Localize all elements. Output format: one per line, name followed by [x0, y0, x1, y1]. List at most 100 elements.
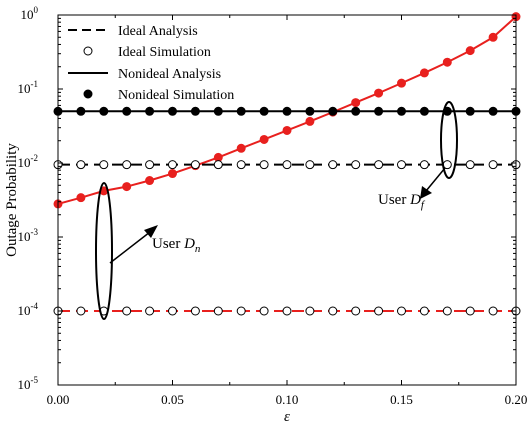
sim-point-df-ideal — [145, 160, 155, 170]
sim-point-df-nonideal — [168, 106, 177, 116]
sim-point-dn-ideal — [351, 306, 361, 316]
x-tick-label: 0.05 — [161, 392, 184, 407]
sim-point-df-ideal — [122, 160, 132, 170]
sim-point-df-nonideal — [397, 106, 406, 116]
sim-point-df-ideal — [168, 160, 177, 170]
sim-point-df-nonideal — [190, 106, 200, 116]
x-tick-label: 0.00 — [47, 392, 70, 407]
sim-point-dn-ideal — [122, 306, 132, 316]
legend: Ideal Analysis Ideal Simulation Nonideal… — [68, 24, 234, 103]
user-df-ellipse — [440, 101, 458, 179]
sim-point-dn-ideal — [442, 306, 452, 316]
sim-point-df-ideal — [76, 160, 86, 170]
sim-point-df-nonideal — [99, 106, 109, 116]
sim-point-df-ideal — [259, 160, 269, 170]
sim-point-df-nonideal — [374, 106, 384, 116]
sim-point-dn-ideal — [465, 306, 475, 316]
sim-point-dn-ideal — [488, 306, 498, 316]
legend-ideal-simulation-swatch — [83, 46, 93, 56]
sim-point-dn-nonideal — [488, 32, 498, 42]
sim-point-df-nonideal — [488, 106, 498, 116]
user-dn-label: User Dn — [152, 236, 201, 255]
sim-point-dn-ideal — [190, 306, 200, 316]
y-tick-label: 10-4 — [18, 301, 39, 318]
annotation-user-dn: User Dn — [95, 182, 201, 320]
sim-point-dn-ideal — [168, 306, 177, 316]
y-axis-label: Outage Probability — [4, 143, 20, 257]
sim-point-dn-nonideal — [397, 78, 406, 88]
sim-point-dn-ideal — [76, 306, 86, 316]
sim-point-df-ideal — [305, 160, 315, 170]
sim-point-df-nonideal — [465, 106, 475, 116]
sim-point-df-ideal — [419, 160, 429, 170]
sim-point-dn-ideal — [282, 306, 292, 316]
annotation-user-df: User Df — [378, 101, 458, 211]
x-tick-label: 0.10 — [276, 392, 299, 407]
user-dn-ellipse — [95, 182, 113, 320]
sim-point-dn-nonideal — [76, 193, 86, 203]
sim-point-df-ideal — [328, 160, 338, 170]
sim-point-dn-ideal — [374, 306, 384, 316]
legend-nonideal-simulation-swatch — [83, 89, 93, 99]
sim-point-df-nonideal — [282, 106, 292, 116]
sim-point-dn-ideal — [305, 306, 315, 316]
sim-point-df-ideal — [465, 160, 475, 170]
y-tick-label: 10-1 — [18, 79, 39, 96]
sim-point-df-nonideal — [213, 106, 223, 116]
legend-ideal-simulation-label: Ideal Simulation — [118, 45, 211, 60]
sim-point-df-nonideal — [76, 106, 86, 116]
sim-point-df-nonideal — [259, 106, 269, 116]
legend-ideal-analysis-label: Ideal Analysis — [118, 24, 198, 39]
sim-point-df-ideal — [282, 160, 292, 170]
sim-point-dn-nonideal — [374, 88, 384, 98]
sim-point-dn-ideal — [259, 306, 269, 316]
sim-point-dn-nonideal — [465, 46, 475, 56]
sim-point-df-ideal — [99, 160, 109, 170]
x-tick-label: 0.15 — [390, 392, 413, 407]
sim-point-dn-ideal — [145, 306, 155, 316]
sim-point-dn-ideal — [236, 306, 246, 316]
sim-point-dn-nonideal — [282, 125, 292, 135]
sim-point-dn-nonideal — [236, 143, 246, 153]
sim-point-dn-ideal — [419, 306, 429, 316]
user-df-arrow-line — [425, 167, 446, 192]
sim-point-dn-nonideal — [419, 68, 429, 78]
sim-point-dn-ideal — [213, 306, 223, 316]
sim-point-dn-nonideal — [168, 169, 177, 179]
sim-point-df-nonideal — [305, 106, 315, 116]
user-df-arrow-head — [420, 186, 432, 199]
sim-point-df-ideal — [488, 160, 498, 170]
x-axis-label: ε — [284, 409, 290, 425]
sim-point-df-nonideal — [419, 106, 429, 116]
sim-point-df-ideal — [190, 160, 200, 170]
legend-nonideal-simulation-label: Nonideal Simulation — [118, 88, 234, 103]
user-dn-arrow-line — [109, 231, 151, 264]
sim-point-dn-ideal — [328, 306, 338, 316]
sim-point-df-ideal — [213, 160, 223, 170]
user-dn-arrow-head — [144, 225, 158, 238]
sim-point-df-ideal — [374, 160, 384, 170]
sim-point-dn-nonideal — [305, 116, 315, 126]
sim-point-df-nonideal — [122, 106, 132, 116]
sim-point-df-ideal — [236, 160, 246, 170]
sim-point-dn-nonideal — [442, 57, 452, 67]
sim-point-dn-nonideal — [145, 176, 155, 186]
sim-point-df-ideal — [442, 160, 452, 170]
sim-point-dn-nonideal — [259, 134, 269, 144]
sim-point-df-ideal — [351, 160, 361, 170]
user-df-label: User Df — [378, 192, 426, 211]
y-tick-label: 10-2 — [18, 153, 39, 170]
sim-point-df-nonideal — [145, 106, 155, 116]
sim-point-df-nonideal — [236, 106, 246, 116]
x-tick-label: 0.20 — [505, 392, 528, 407]
y-tick-label: 10-3 — [18, 227, 39, 244]
sim-point-df-nonideal — [351, 106, 361, 116]
sim-point-dn-ideal — [397, 306, 406, 316]
sim-point-df-nonideal — [328, 106, 338, 116]
data-marks — [53, 12, 521, 316]
sim-point-df-ideal — [397, 160, 406, 170]
axis-ticks: 0.00 0.05 0.10 0.15 0.20 100 10-1 10-2 10-3 10-4 1… — [18, 5, 528, 407]
y-tick-label: 100 — [21, 5, 39, 22]
sim-point-dn-nonideal — [351, 98, 361, 108]
